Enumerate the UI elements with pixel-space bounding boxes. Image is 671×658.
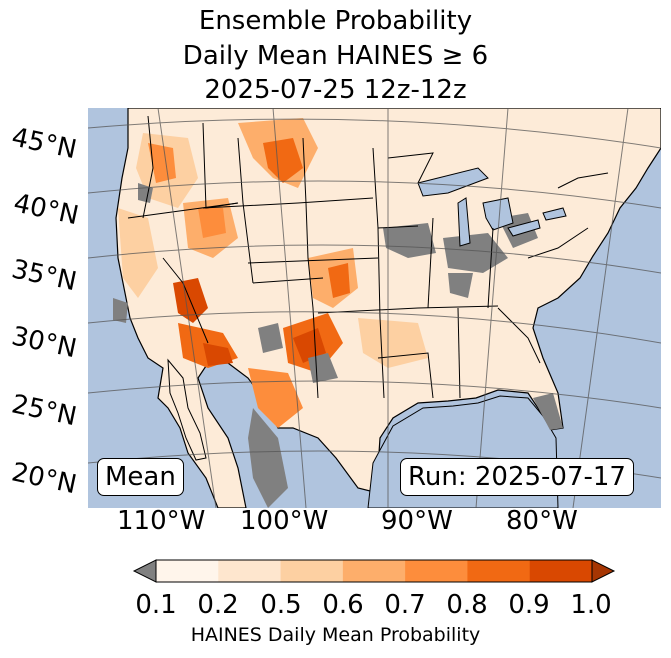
lon-label-110w: 110°W [117, 506, 206, 536]
colorbar [132, 559, 616, 583]
title-line-1: Ensemble Probability [198, 6, 473, 36]
colorbar-tick-1: 0.2 [197, 590, 239, 620]
title-line-2: Daily Mean HAINES ≥ 6 [182, 41, 489, 71]
lat-label-30: 30°N [8, 321, 80, 365]
lat-label-45: 45°N [8, 122, 80, 166]
lon-label-80w: 80°W [506, 506, 578, 536]
lat-label-25: 25°N [8, 389, 80, 433]
colorbar-tick-3: 0.6 [322, 590, 364, 620]
colorbar-tick-4: 0.7 [384, 590, 426, 620]
colorbar-tick-0: 0.1 [135, 590, 177, 620]
colorbar-segment [529, 560, 593, 582]
colorbar-segment [156, 560, 219, 582]
colorbar-segment [467, 560, 531, 582]
lon-label-100w: 100°W [240, 506, 329, 536]
colorbar-tick-2: 0.5 [260, 590, 302, 620]
great-lakes [417, 167, 567, 247]
colorbar-frame [155, 559, 593, 583]
colorbar-tick-7: 1.0 [570, 590, 612, 620]
colorbar-segment [280, 560, 344, 582]
run-date-box: Run: 2025-07-17 [400, 458, 634, 496]
lat-label-20: 20°N [8, 457, 80, 501]
mean-label-box: Mean [97, 458, 184, 496]
colorbar-tick-6: 0.9 [508, 590, 550, 620]
lon-label-90w: 90°W [381, 506, 453, 536]
baja-landmass [167, 358, 207, 461]
colorbar-over-arrow [591, 559, 616, 583]
colorbar-tick-5: 0.8 [446, 590, 488, 620]
map-svg [88, 108, 661, 508]
colorbar-label: HAINES Daily Mean Probability [190, 624, 481, 646]
colorbar-segment [405, 560, 468, 582]
colorbar-segment [342, 560, 406, 582]
colorbar-segment [218, 560, 282, 582]
map-panel [88, 108, 661, 508]
lat-label-40: 40°N [10, 188, 82, 232]
colorbar-under-arrow [132, 559, 157, 583]
lat-label-35: 35°N [8, 254, 80, 298]
graticule [88, 108, 661, 508]
title-line-3: 2025-07-25 12z-12z [204, 75, 467, 105]
